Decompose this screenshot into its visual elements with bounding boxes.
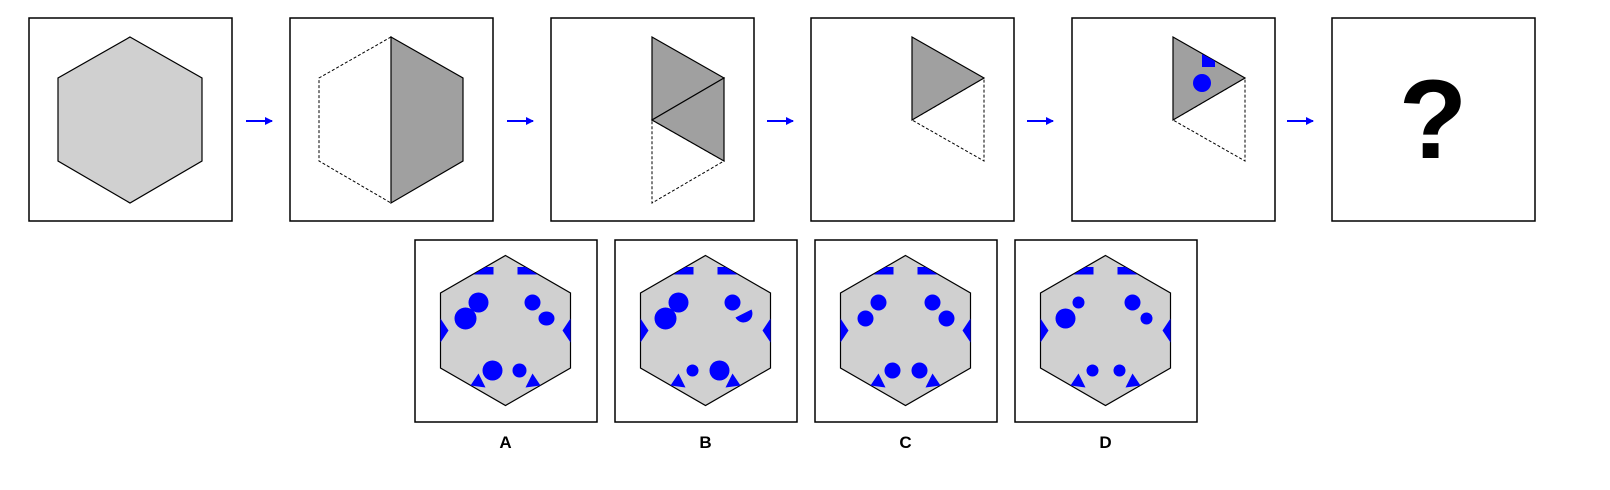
cut-corner-piece bbox=[1202, 54, 1215, 67]
option-c[interactable]: C bbox=[814, 239, 998, 452]
folded-triangle bbox=[911, 35, 986, 122]
hexagon-full bbox=[57, 36, 203, 204]
hexagon-left-half-outline bbox=[318, 36, 392, 204]
option-b[interactable]: B bbox=[614, 239, 798, 452]
punched-hole-circle bbox=[1193, 74, 1211, 92]
option-a-label: A bbox=[499, 433, 511, 452]
option-a[interactable]: A bbox=[414, 239, 598, 452]
sequence-panel-1 bbox=[28, 17, 233, 222]
sequence-panel-4 bbox=[810, 17, 1015, 222]
option-d-label: D bbox=[1099, 433, 1111, 452]
option-b-label: B bbox=[699, 433, 711, 452]
sequence-panel-3 bbox=[550, 17, 755, 222]
option-c-label: C bbox=[899, 433, 911, 452]
sequence-panel-5 bbox=[1071, 17, 1276, 222]
option-d[interactable]: D bbox=[1014, 239, 1198, 452]
quarter-middle bbox=[650, 76, 725, 163]
sequence-panel-2 bbox=[289, 17, 494, 222]
question-mark: ? bbox=[1399, 57, 1467, 182]
sequence-panel-6: ? bbox=[1331, 17, 1536, 222]
hexagon-right-half bbox=[390, 35, 464, 205]
